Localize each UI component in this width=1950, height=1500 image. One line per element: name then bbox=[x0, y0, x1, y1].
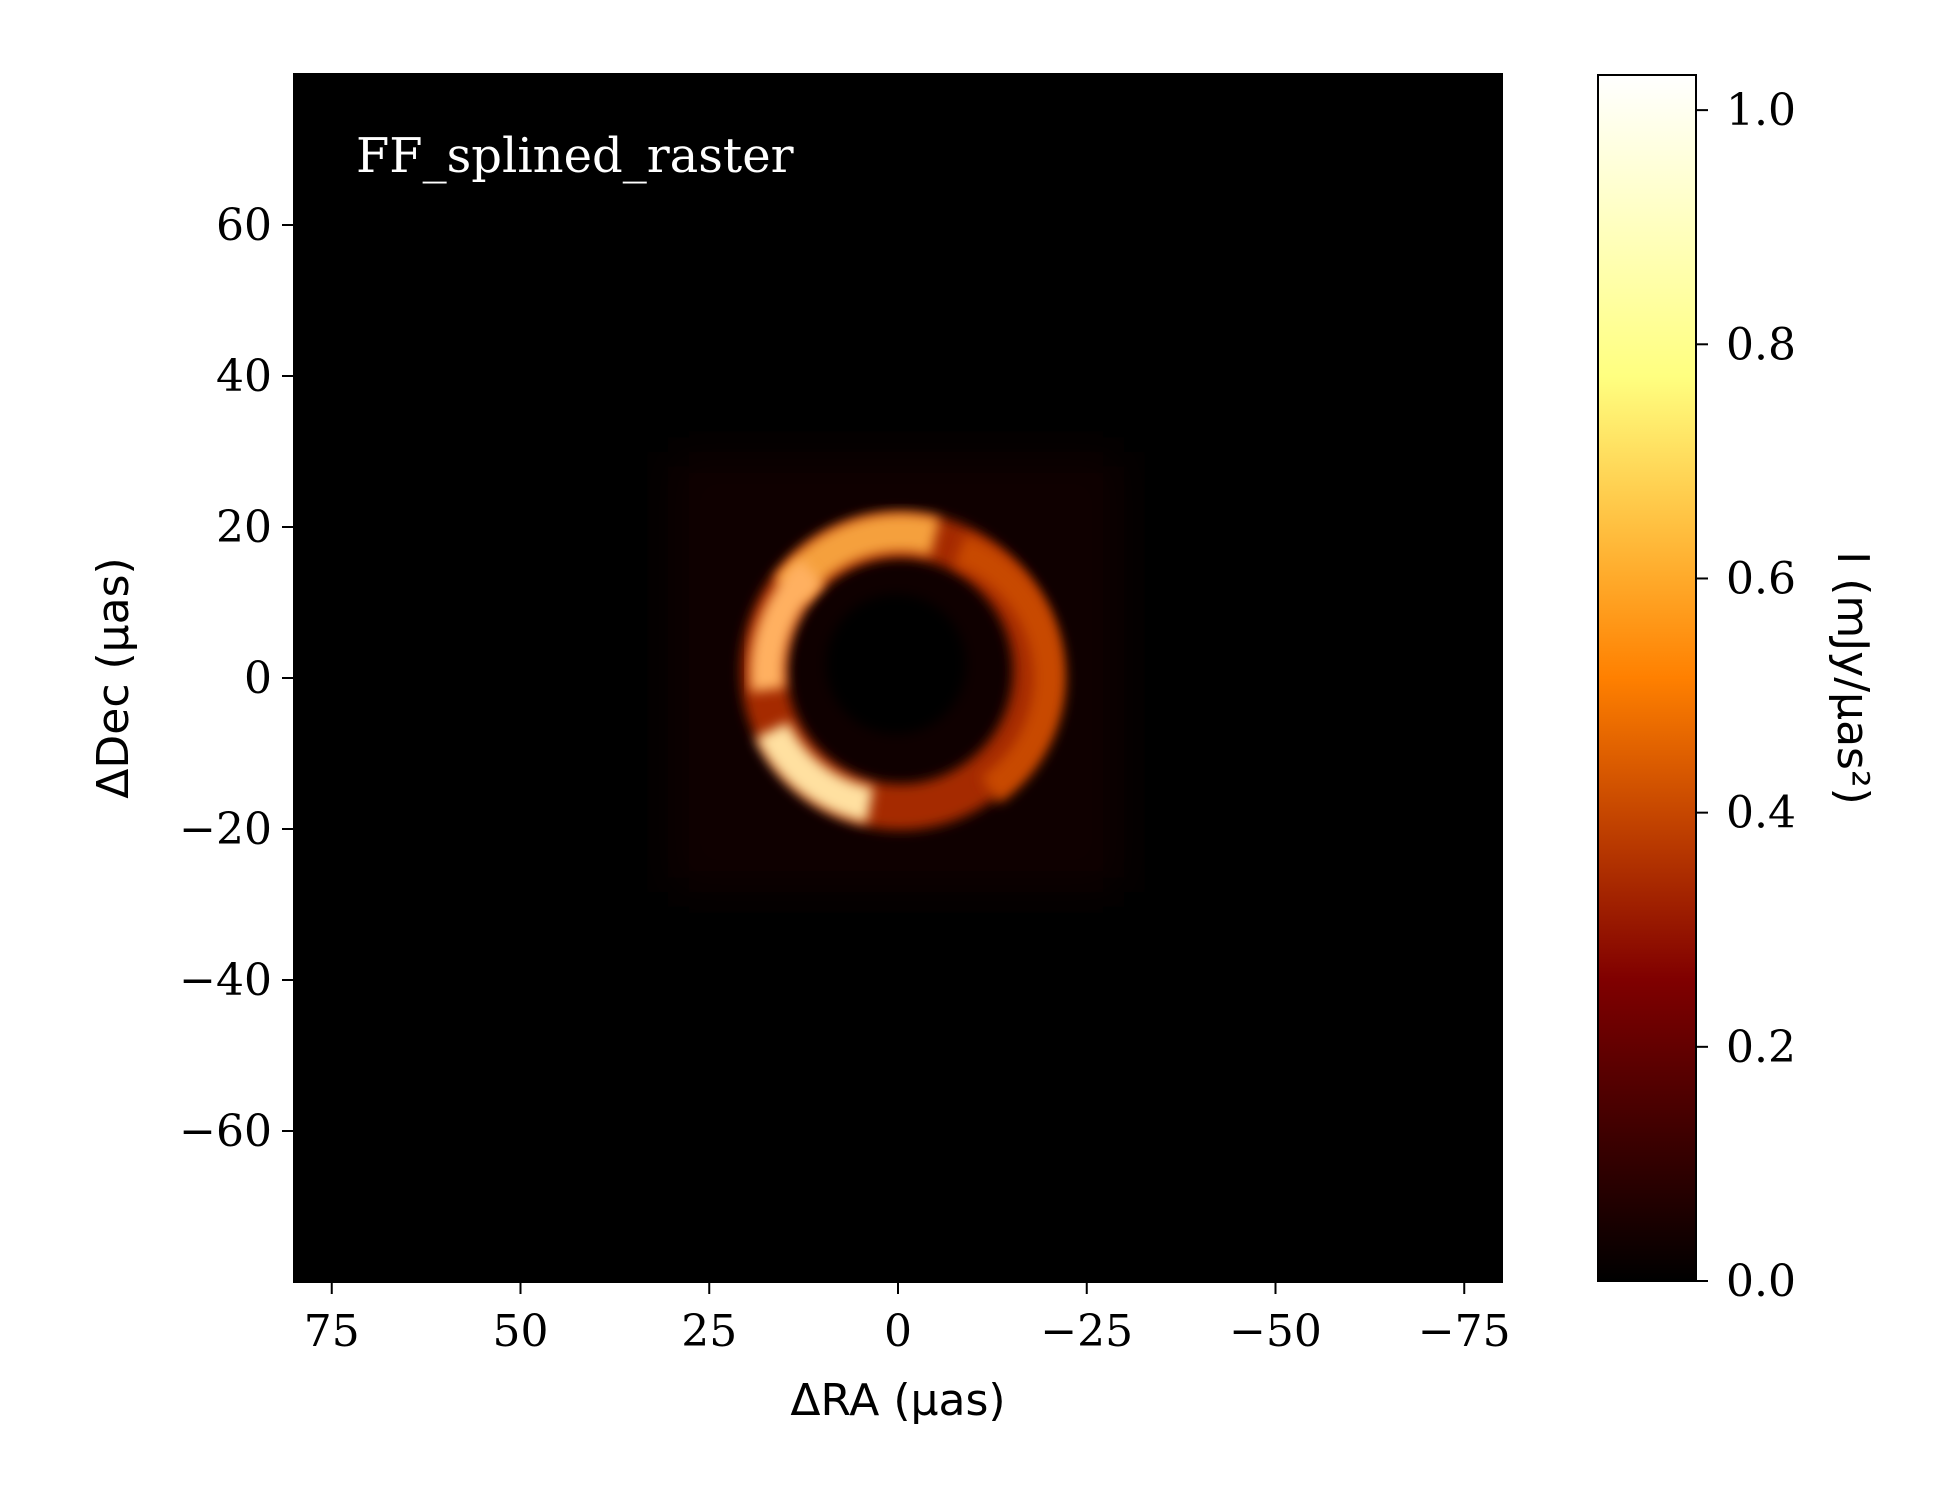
colorbar-tick-label: 0.4 bbox=[1726, 788, 1796, 839]
ring-bright-lower-left bbox=[755, 721, 874, 823]
colorbar-tick-label: 0.8 bbox=[1726, 319, 1796, 370]
y-tick-label: 0 bbox=[244, 653, 272, 704]
ring-image bbox=[668, 452, 1124, 892]
y-axis-label: ΔDec (μas) bbox=[88, 557, 139, 798]
x-tick-label: 0 bbox=[884, 1306, 912, 1357]
image-panel: FF_splined_raster bbox=[293, 73, 1503, 1283]
y-tick-label: 60 bbox=[216, 200, 272, 251]
panel-label: FF_splined_raster bbox=[356, 128, 794, 184]
x-tick-label: −50 bbox=[1229, 1306, 1322, 1357]
x-tick-label: 50 bbox=[493, 1306, 549, 1357]
x-tick-label: −75 bbox=[1418, 1306, 1511, 1357]
y-tick-label: −20 bbox=[179, 804, 272, 855]
ring-bright-left bbox=[749, 559, 824, 693]
colorbar: 0.0 0.2 0.4 0.6 0.8 1.0 I (mJy/μas²) bbox=[1597, 74, 1878, 1307]
x-tick-label: −25 bbox=[1040, 1306, 1133, 1357]
x-tick-label: 75 bbox=[304, 1306, 360, 1357]
colorbar-ticks: 0.0 0.2 0.4 0.6 0.8 1.0 bbox=[1696, 85, 1796, 1307]
colorbar-tick-label: 0.0 bbox=[1726, 1256, 1796, 1307]
colorbar-gradient bbox=[1597, 74, 1697, 1282]
y-tick-label: 20 bbox=[216, 502, 272, 553]
colorbar-tick-label: 1.0 bbox=[1726, 85, 1796, 136]
y-axis: 60 40 20 0 −20 −40 −60 bbox=[179, 200, 294, 1157]
colorbar-tick-label: 0.2 bbox=[1726, 1022, 1796, 1073]
x-axis-label: ΔRA (μas) bbox=[790, 1375, 1005, 1426]
y-tick-label: −40 bbox=[179, 955, 272, 1006]
x-tick-label: 25 bbox=[681, 1306, 737, 1357]
ring-right-side bbox=[954, 534, 1066, 804]
y-tick-label: 40 bbox=[216, 351, 272, 402]
x-axis: 75 50 25 0 −25 −50 −75 bbox=[304, 1282, 1511, 1357]
colorbar-label: I (mJy/μas²) bbox=[1827, 551, 1878, 805]
y-tick-label: −60 bbox=[179, 1106, 272, 1157]
ring-shadow bbox=[826, 594, 966, 734]
colorbar-tick-label: 0.6 bbox=[1726, 553, 1796, 604]
